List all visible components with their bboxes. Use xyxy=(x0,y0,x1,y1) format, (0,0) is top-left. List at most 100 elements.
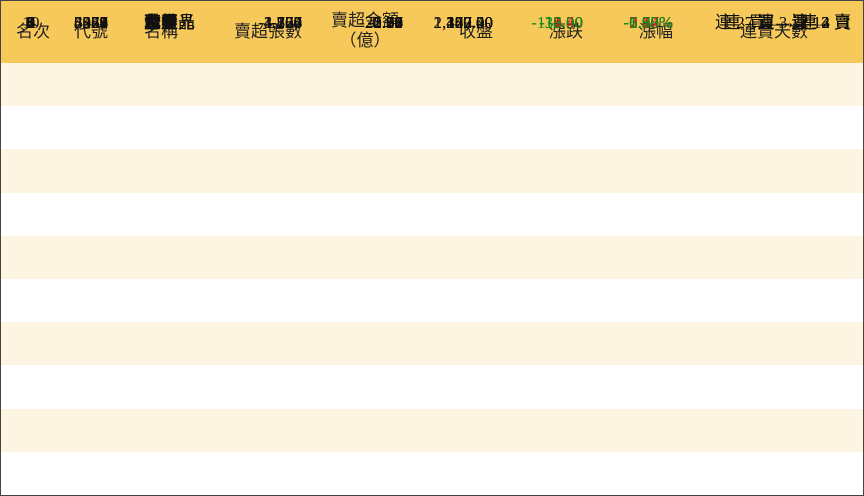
table-cell: -780 xyxy=(270,13,302,32)
table-cell: -22.06 xyxy=(359,13,403,32)
table-cell: 4979 xyxy=(74,13,108,32)
table-cell: 2,470.00 xyxy=(433,13,494,32)
table-cell: 107.50 xyxy=(446,13,493,32)
table-cell: -15.00 xyxy=(539,13,583,32)
table-cell: -3.14 xyxy=(367,13,403,32)
table-cell: 6274 xyxy=(74,13,108,32)
table-cell: -3.52 xyxy=(367,13,403,32)
table-cell: 9 xyxy=(26,13,36,32)
table-cell: 連 7 買 → 連 2 賣 xyxy=(723,13,852,32)
table-cell: -2.00 xyxy=(547,13,583,32)
table-cell: 452.50 xyxy=(446,13,493,32)
table-cell: 買 → 連 2 賣 xyxy=(757,13,852,32)
table-row: 2 5347 世界 -3,275 -3.52 107.50 -6.50 -5.70% 連 2 買… xyxy=(1,13,863,150)
table-cell: -2.17 xyxy=(367,13,403,32)
table-cell: -4,874 xyxy=(258,13,302,32)
header-cell: 漲跌 xyxy=(549,22,583,41)
table-cell: -1.51 xyxy=(367,13,403,32)
table-cell: -6.50 xyxy=(547,13,583,32)
table-cell: 4.00 xyxy=(553,13,583,32)
table-cell: 力旺 xyxy=(144,13,178,32)
table-cell: 3526 xyxy=(74,13,108,32)
table-row: 4 4979 華星光 -560 -2.17 387.50 4.00 1.04% 連 4 賣 xyxy=(1,13,863,236)
table-cell: 387.50 xyxy=(446,13,493,32)
table-cell: 欣銓 xyxy=(144,13,178,32)
table-cell: 世界 xyxy=(144,13,178,32)
table-cell: 3081 xyxy=(74,13,108,32)
table-cell: -274 xyxy=(270,13,302,32)
table-cell: 5 xyxy=(26,13,36,32)
table-cell: 6 xyxy=(26,13,36,32)
table-cell: 1.40 xyxy=(553,13,583,32)
table-row: 3 3529 力旺 -127 -3.14 2,470.00 -15.00 -0.60% 買 → … xyxy=(1,13,863,193)
header-cell: 漲幅 xyxy=(639,22,673,41)
table-cell: 3264 xyxy=(74,13,108,32)
header-cell: 代號 xyxy=(74,22,108,41)
table-cell: -200 xyxy=(270,13,302,32)
table-cell: 0.50 xyxy=(553,13,583,32)
table-row: 7 3526 凡甲 -324 -0.93 287.00 0.50 0.17% 買 → 連 2 賣 xyxy=(1,13,863,366)
table-cell: -6.93% xyxy=(623,13,673,32)
table-cell: -3,275 xyxy=(258,13,302,32)
table-cell: 聯亞 xyxy=(144,13,178,32)
table-cell: 10 xyxy=(22,13,40,32)
table-cell: 5483 xyxy=(74,13,108,32)
table-cell: 華星光 xyxy=(144,13,195,32)
table-cell: -105 xyxy=(270,13,302,32)
header-cell: 連賣天數 xyxy=(740,22,808,41)
table-cell: 152.00 xyxy=(446,13,493,32)
table-row: 6 3081 聯亞 -105 -1.51 1,440.00 -115.00 -7.40% 連 7… xyxy=(1,13,863,323)
table-row: 1 6274 台燿 -4,874 -22.06 452.50 -36.00 -7.37% 買 →… xyxy=(1,13,863,107)
table-cell: 2.37% xyxy=(629,13,673,32)
table-cell: 287.00 xyxy=(446,13,493,32)
table-cell: 凡甲 xyxy=(144,13,178,32)
table-cell: 1.04% xyxy=(629,13,673,32)
table-cell: -8.00 xyxy=(547,13,583,32)
table-cell: 0.17% xyxy=(629,13,673,32)
header-row: 名次 代號 名稱 賣超張數 賣超金額 （億） 收盤 漲跌 漲幅 連賣天數 xyxy=(1,1,863,63)
table-cell: 台半 xyxy=(144,13,178,32)
table-cell: 107.50 xyxy=(446,13,493,32)
table-cell: -0.93 xyxy=(367,13,403,32)
header-cell: 賣超張數 xyxy=(234,22,302,41)
table-cell: 連 2 買 → 連 14 賣 xyxy=(715,13,851,32)
table-cell: 1 xyxy=(26,13,36,32)
table-cell: 台燿 xyxy=(144,13,178,32)
header-cell: 賣超金額 xyxy=(331,11,399,30)
table-cell: 買 → 連 13 賣 xyxy=(749,13,851,32)
table-cell: -1,536 xyxy=(258,13,302,32)
table-cell: -127 xyxy=(270,13,302,32)
table-cell: 3.50 xyxy=(553,13,583,32)
table-cell: 金居 xyxy=(144,13,178,32)
table-cell: 1,440.00 xyxy=(433,13,494,32)
table-cell: -7.37% xyxy=(623,13,673,32)
table-cell: 3529 xyxy=(74,13,108,32)
table-cell: 4 xyxy=(26,13,36,32)
table-cell: 連 4 賣 xyxy=(800,13,851,32)
table-row: 9 3264 欣銓 -200 -0.30 152.00 -2.00 -1.30% 連 3 買 →… xyxy=(1,13,863,452)
table-cell: -1.79 xyxy=(367,13,403,32)
table-cell: 5347 xyxy=(74,13,108,32)
table-cell: 連 3 買 → 賣 xyxy=(757,13,852,32)
table-cell: -560 xyxy=(270,13,302,32)
table-cell: 229.00 xyxy=(446,13,493,32)
table-cell: 中美晶 xyxy=(144,13,195,32)
table-cell: 3 xyxy=(26,13,36,32)
table-cell: 買 → 連 3 賣 xyxy=(757,13,852,32)
table-cell: -115.00 xyxy=(531,13,583,32)
table-cell: 買 → 賣 xyxy=(791,13,852,32)
table-cell: -0.30 xyxy=(367,13,403,32)
table-cell: 2 xyxy=(26,13,36,32)
header-cell: （億） xyxy=(339,31,391,50)
table-cell: 7 xyxy=(26,13,36,32)
header-cell: 名稱 xyxy=(144,22,178,41)
table-cell: -36.00 xyxy=(539,13,583,32)
table-cell: 8358 xyxy=(74,13,108,32)
table-cell: 1.55% xyxy=(629,13,673,32)
table-cell: -0.93 xyxy=(367,13,403,32)
table-row: 10 5483 中美晶 -274 -0.29 107.50 -8.00 -6.93% 買 → 連… xyxy=(1,13,863,495)
table-cell: -0.60% xyxy=(623,13,673,32)
table-row: 5 8358 金居 -780 -1.79 229.00 3.50 1.55% 連 3 賣 xyxy=(1,13,863,279)
header-cell: 收盤 xyxy=(459,22,493,41)
